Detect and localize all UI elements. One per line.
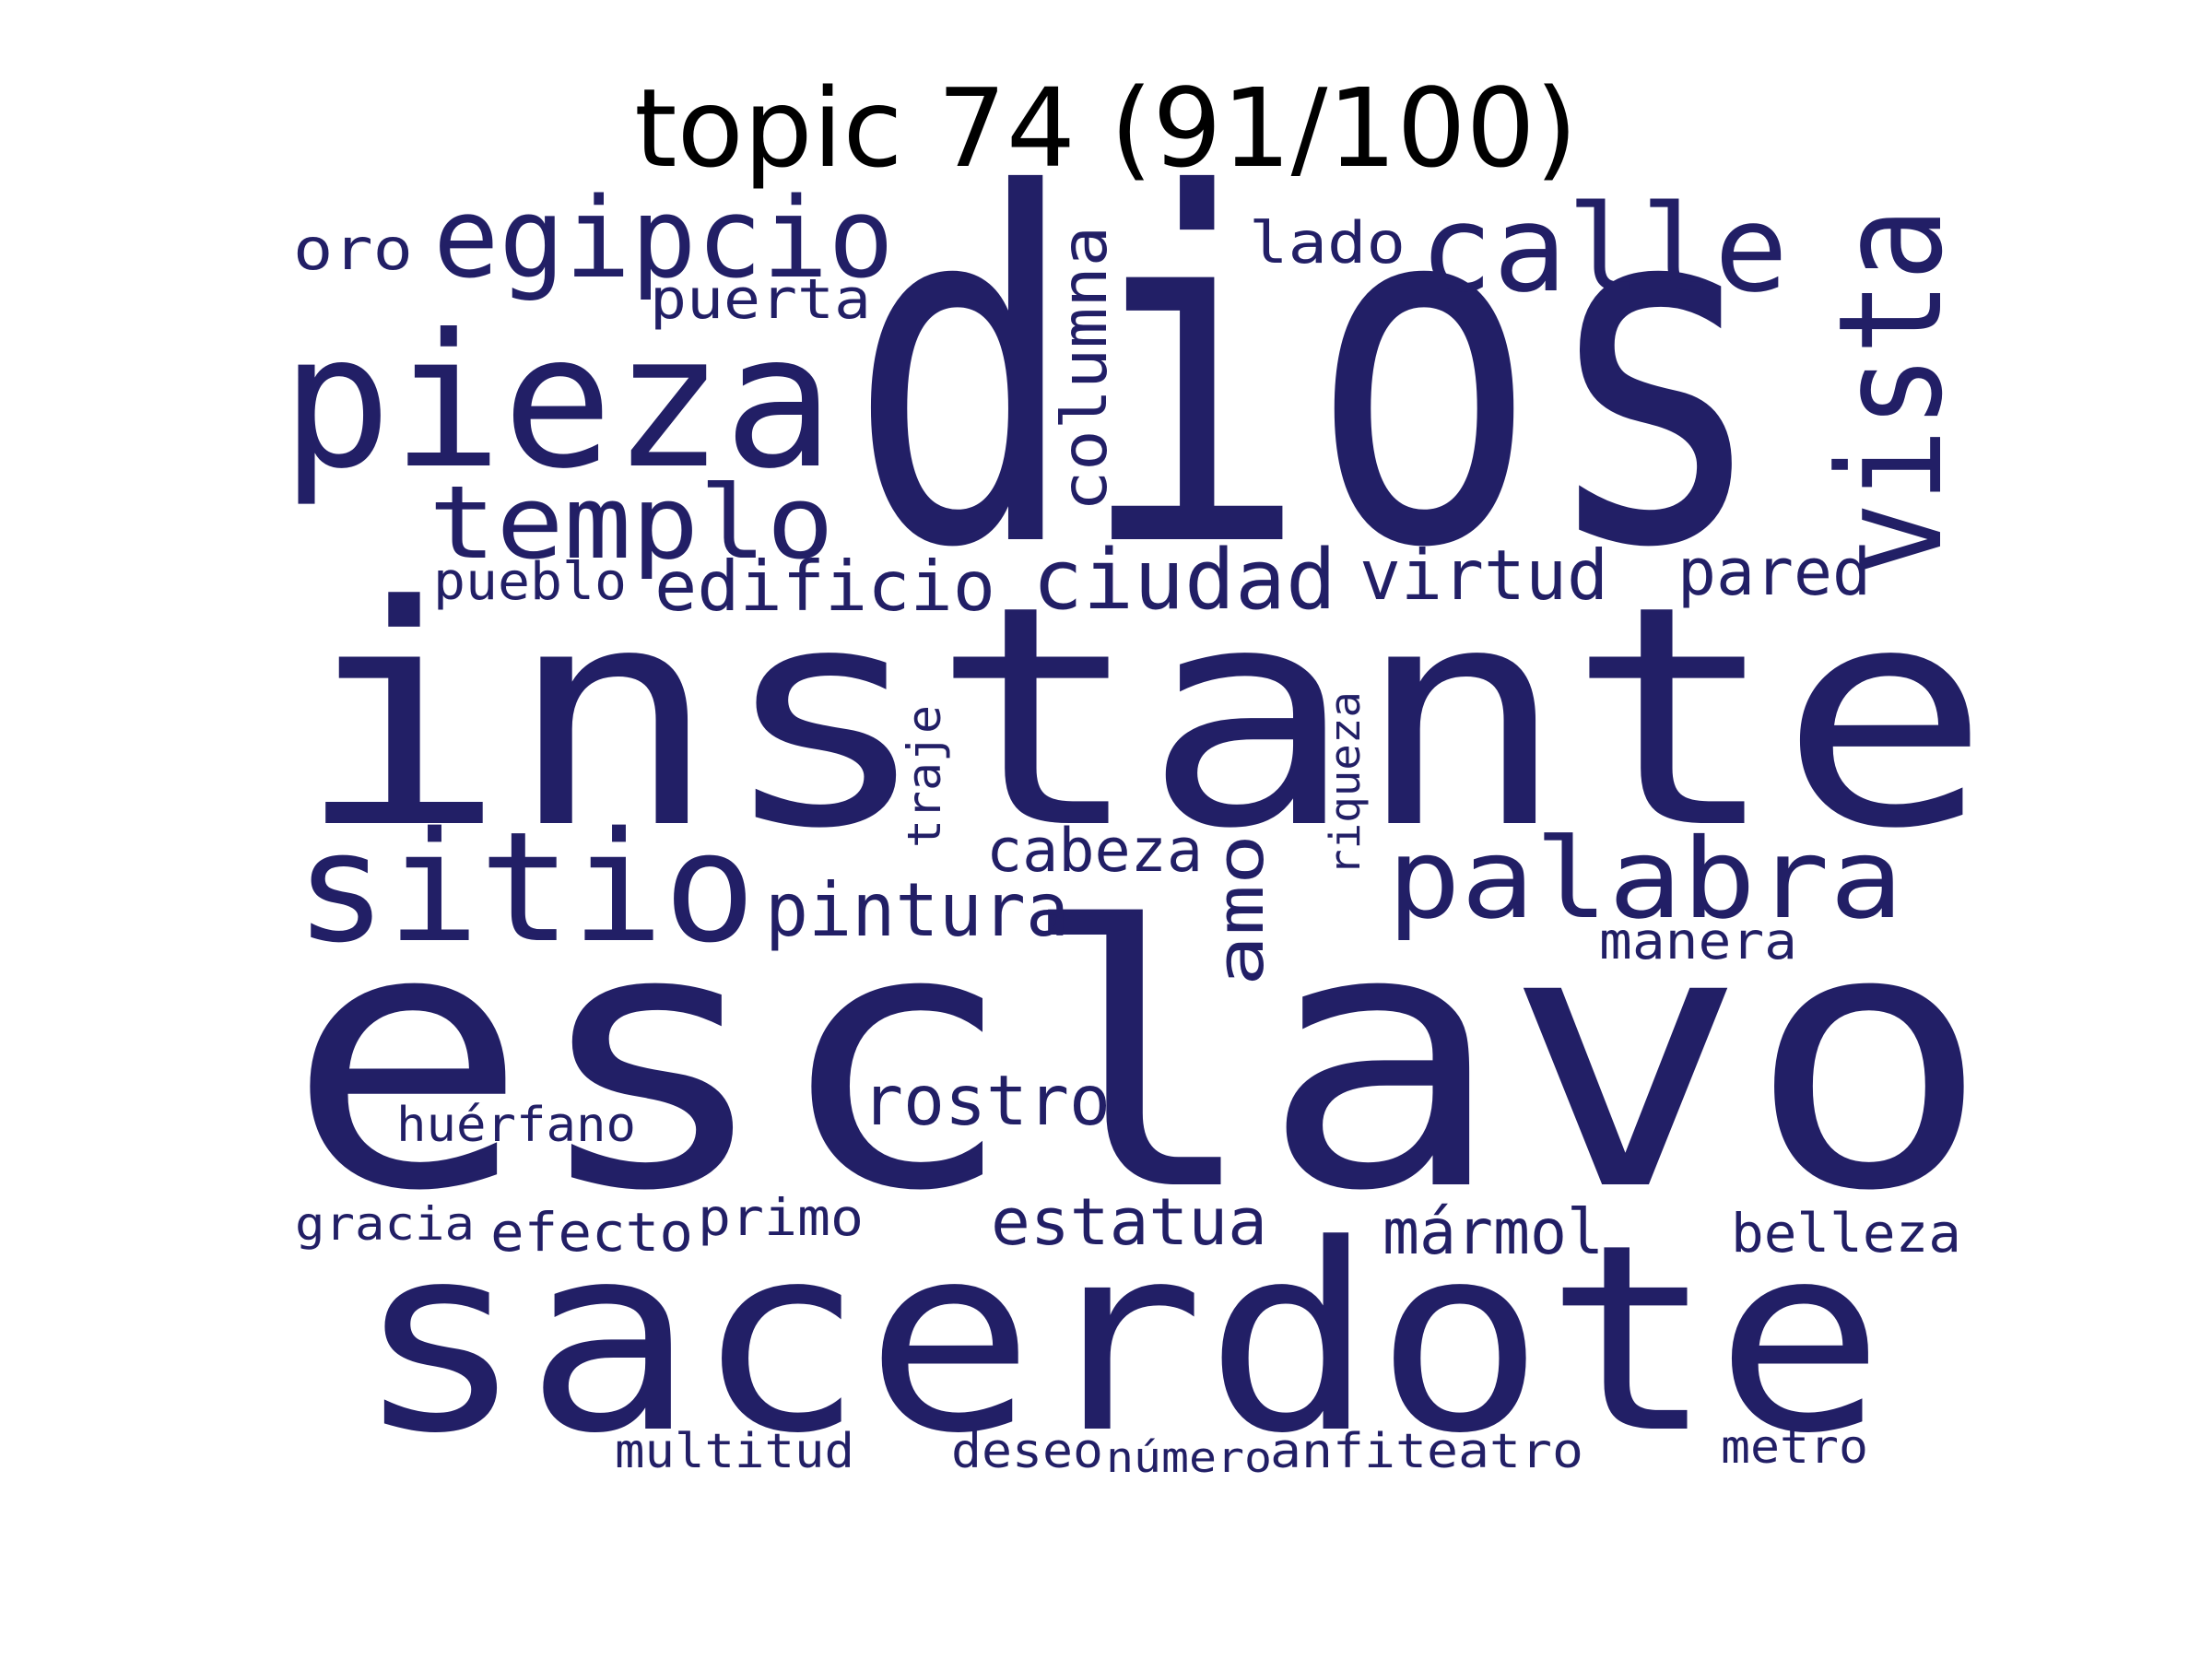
- cloud-word-pared: pared: [1677, 535, 1871, 610]
- cloud-word-pueblo: pueblo: [433, 552, 627, 612]
- cloud-word-sacerdote: sacerdote: [355, 1190, 1885, 1490]
- cloud-word-ciudad: ciudad: [1032, 532, 1336, 629]
- cloud-word-traje: traje: [898, 705, 951, 848]
- cloud-word-marmol: mármol: [1382, 1196, 1604, 1269]
- cloud-word-pintura: pintura: [765, 867, 1069, 953]
- cloud-word-dios: dios: [848, 94, 1770, 653]
- cloud-word-lado: lado: [1249, 209, 1406, 276]
- cloud-word-rostro: rostro: [862, 1060, 1111, 1141]
- cloud-word-vista: vista: [1807, 207, 1974, 576]
- cloud-word-huerfano: huérfano: [396, 1098, 636, 1153]
- cloud-word-multitud: multitud: [615, 1424, 854, 1479]
- cloud-word-oro: oro: [293, 216, 413, 283]
- chart-title: topic 74 (91/100): [634, 65, 1578, 192]
- cloud-word-amo: amo: [1203, 834, 1278, 986]
- cloud-word-puerta: puerta: [650, 267, 871, 332]
- cloud-word-egipcio: egipcio: [433, 175, 894, 303]
- cloud-word-riqueza: riqueza: [1321, 691, 1370, 876]
- cloud-word-calle: calle: [1419, 179, 1788, 319]
- cloud-word-estatua: estatua: [991, 1184, 1267, 1260]
- cloud-word-virtud: virtud: [1359, 535, 1608, 616]
- cloud-word-cabeza: cabeza: [986, 817, 1203, 886]
- cloud-word-efecto: efecto: [490, 1201, 693, 1264]
- cloud-word-edificio: edificio: [654, 546, 995, 627]
- cloud-word-gracia: gracia: [295, 1197, 475, 1251]
- cloud-word-manera: manera: [1599, 912, 1797, 971]
- cloud-word-primo: primo: [698, 1188, 864, 1247]
- cloud-word-sitio: sitio: [295, 799, 756, 976]
- cloud-word-instante: instante: [295, 541, 1991, 895]
- cloud-word-metro: metro: [1721, 1420, 1868, 1474]
- cloud-word-belleza: belleza: [1731, 1202, 1961, 1265]
- cloud-word-anfiteatro: anfiteatro: [1270, 1424, 1583, 1479]
- cloud-word-templo: templo: [429, 464, 834, 582]
- cloud-word-palabra: palabra: [1387, 816, 1903, 944]
- cloud-word-esclavo: esclavo: [286, 851, 1991, 1269]
- cloud-word-deseo: deseo: [951, 1424, 1103, 1479]
- cloud-word-columna: columna: [1049, 226, 1122, 512]
- cloud-word-pieza: pieza: [281, 295, 834, 510]
- cloud-word-numero: número: [1106, 1433, 1272, 1482]
